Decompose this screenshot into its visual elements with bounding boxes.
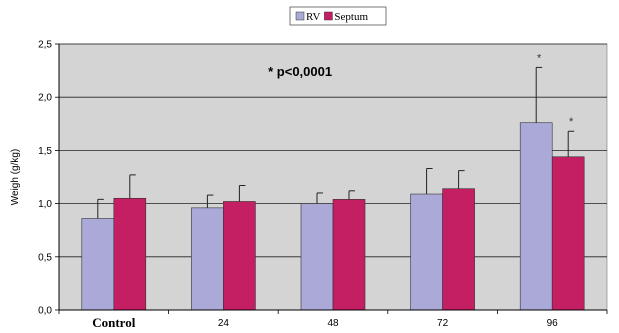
legend-swatch (324, 11, 333, 21)
significance-annotation: * p<0,0001 (268, 64, 332, 79)
bar-septum-72 (442, 188, 475, 311)
legend-label: RV (306, 11, 320, 23)
axes (55, 43, 608, 314)
legend-box (289, 6, 387, 26)
bar-rv-24 (191, 207, 224, 311)
y-tick-label: 0,5 (38, 252, 52, 263)
legend: RV Septum (289, 6, 387, 26)
x-tick-label: 96 (547, 318, 559, 329)
y-tick-label: 1,0 (38, 199, 52, 210)
y-tick-label: 2,5 (38, 40, 52, 51)
bar-rv-control (81, 218, 115, 311)
y-tick-label: 1,5 (38, 146, 52, 157)
y-tick-label: 2,0 (38, 93, 52, 104)
x-tick-label: 72 (437, 318, 449, 329)
error-bars (97, 66, 575, 219)
bar-rv-48 (300, 203, 334, 311)
x-tick-label: 24 (218, 318, 230, 329)
y-axis-label: Weigh (g/kg) (10, 149, 21, 206)
bar-rv-72 (410, 193, 443, 311)
bar-septum-96 (551, 156, 585, 311)
x-tick-labels: Control 24 48 72 96 (92, 315, 558, 330)
x-tick-label: 48 (327, 318, 339, 329)
significance-stars: ** (537, 52, 574, 128)
significance-star: * (569, 116, 574, 128)
x-tick-label: Control (92, 315, 135, 330)
significance-star: * (537, 52, 542, 64)
bar-rv-96 (519, 122, 553, 311)
y-tick-label: 0,0 (38, 306, 52, 317)
bar-septum-48 (332, 199, 366, 311)
legend-swatch (295, 11, 305, 21)
bars (81, 122, 585, 311)
bar-septum-24 (223, 201, 256, 311)
y-tick-labels: 0,0 0,5 1,0 1,5 2,0 2,5 (38, 40, 52, 317)
bar-septum-control (113, 197, 147, 311)
legend-label: Septum (334, 11, 368, 23)
